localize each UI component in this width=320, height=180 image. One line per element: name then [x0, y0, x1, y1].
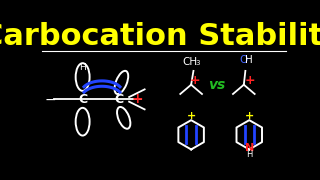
Text: Carbocation Stability: Carbocation Stability	[0, 22, 320, 51]
Text: C: C	[78, 93, 87, 106]
Text: +: +	[131, 92, 143, 106]
Text: C: C	[115, 93, 124, 106]
Text: +: +	[187, 111, 196, 121]
Text: O: O	[240, 55, 248, 65]
Text: −: −	[44, 92, 56, 106]
Text: +: +	[244, 111, 254, 121]
Text: H: H	[246, 150, 252, 159]
Text: H: H	[245, 55, 253, 65]
Text: 3: 3	[195, 60, 200, 66]
Text: vs: vs	[208, 78, 225, 92]
Text: N: N	[244, 143, 254, 153]
Text: +: +	[190, 74, 200, 87]
Text: +: +	[245, 74, 255, 87]
Text: H: H	[79, 63, 86, 72]
Text: CH: CH	[182, 57, 197, 67]
